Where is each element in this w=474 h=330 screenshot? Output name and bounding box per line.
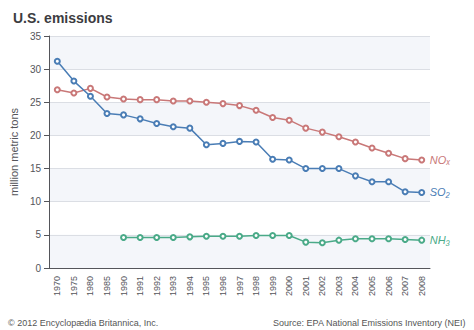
- svg-text:1970: 1970: [52, 276, 62, 296]
- svg-text:1992: 1992: [152, 276, 162, 296]
- svg-text:SO₂: SO₂: [430, 186, 451, 198]
- svg-text:2008: 2008: [417, 276, 427, 296]
- svg-text:NOₓ: NOₓ: [430, 154, 451, 166]
- svg-text:15: 15: [30, 163, 42, 174]
- svg-text:35: 35: [30, 31, 42, 42]
- svg-text:2001: 2001: [301, 276, 311, 296]
- svg-text:1996: 1996: [218, 276, 228, 296]
- svg-text:Source: EPA National Emissions: Source: EPA National Emissions Inventory…: [273, 318, 465, 328]
- svg-text:5: 5: [35, 229, 41, 240]
- svg-text:2003: 2003: [334, 276, 344, 296]
- svg-text:1991: 1991: [135, 276, 145, 296]
- svg-text:2002: 2002: [317, 276, 327, 296]
- svg-text:1980: 1980: [85, 276, 95, 296]
- svg-text:1994: 1994: [185, 276, 195, 296]
- svg-text:0: 0: [35, 263, 41, 274]
- svg-text:NH₃: NH₃: [430, 234, 451, 246]
- svg-text:10: 10: [30, 196, 42, 207]
- svg-text:million metric tons: million metric tons: [8, 107, 20, 196]
- svg-text:2006: 2006: [384, 276, 394, 296]
- svg-text:20: 20: [30, 130, 42, 141]
- svg-text:U.S. emissions: U.S. emissions: [13, 10, 113, 26]
- svg-text:2000: 2000: [284, 276, 294, 296]
- svg-text:2004: 2004: [350, 276, 360, 296]
- svg-text:1993: 1993: [168, 276, 178, 296]
- svg-text:30: 30: [30, 64, 42, 75]
- svg-text:1985: 1985: [102, 276, 112, 296]
- svg-text:2005: 2005: [367, 276, 377, 296]
- svg-text:1997: 1997: [235, 276, 245, 296]
- svg-text:1990: 1990: [119, 276, 129, 296]
- svg-text:25: 25: [30, 97, 42, 108]
- svg-text:1999: 1999: [268, 276, 278, 296]
- svg-text:1995: 1995: [201, 276, 211, 296]
- svg-text:1975: 1975: [69, 276, 79, 296]
- svg-text:© 2012 Encyclopædia Britannica: © 2012 Encyclopædia Britannica, Inc.: [8, 318, 158, 328]
- svg-text:2007: 2007: [400, 276, 410, 296]
- svg-text:1998: 1998: [251, 276, 261, 296]
